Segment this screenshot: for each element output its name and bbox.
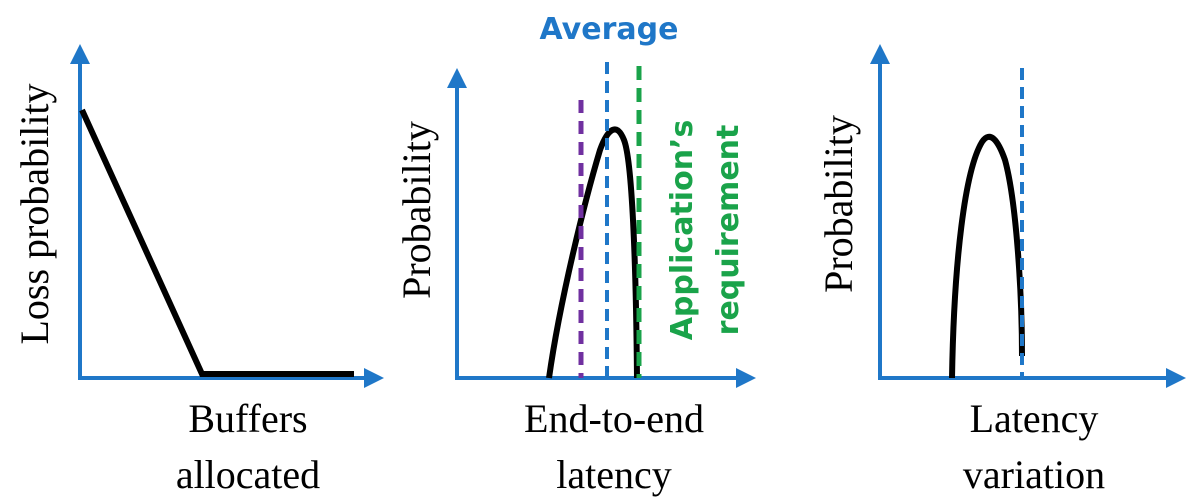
loss-x-label-line1: Buffers bbox=[188, 396, 307, 441]
panel-latency: Average Application’s requirement Probab… bbox=[394, 12, 756, 497]
loss-x-label-line2: allocated bbox=[176, 452, 320, 497]
loss-y-label: Loss probability bbox=[12, 83, 57, 344]
latency-x-label-line2: latency bbox=[556, 452, 672, 497]
panel-variation: Probability Latency variation bbox=[816, 44, 1186, 497]
requirement-label-line1: Application’s bbox=[665, 120, 700, 341]
loss-curve bbox=[79, 108, 354, 377]
variation-curve bbox=[949, 133, 1025, 379]
latency-x-label-line1: End-to-end bbox=[524, 396, 704, 441]
variation-x-label-line1: Latency bbox=[970, 396, 1099, 441]
latency-y-label: Probability bbox=[394, 121, 439, 299]
variation-y-label: Probability bbox=[816, 115, 861, 293]
variation-x-label-line2: variation bbox=[963, 452, 1105, 497]
latency-curve bbox=[546, 126, 640, 379]
average-label: Average bbox=[540, 12, 679, 47]
requirement-label-line2: requirement bbox=[711, 125, 746, 336]
panel-loss: Loss probability Buffers allocated bbox=[12, 44, 384, 497]
